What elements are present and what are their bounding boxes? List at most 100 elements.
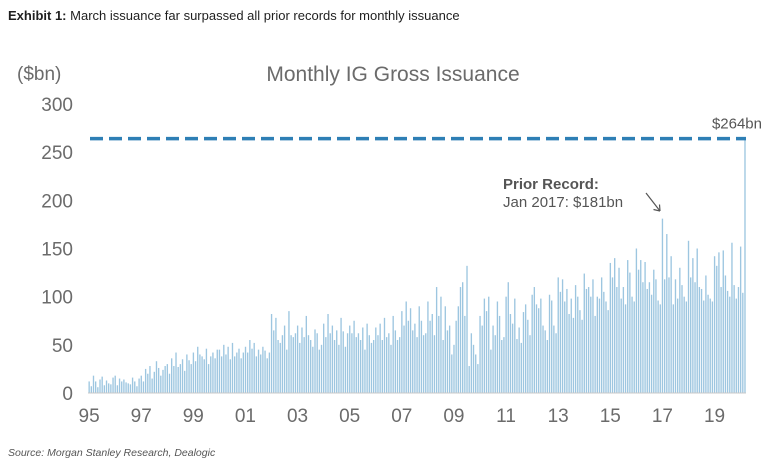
issuance-bar: [162, 369, 164, 393]
issuance-bar: [548, 294, 551, 393]
issuance-bar: [205, 348, 208, 393]
issuance-bar: [564, 301, 566, 393]
issuance-bar: [207, 364, 210, 393]
issuance-bar: [433, 335, 436, 393]
issuance-bar: [210, 356, 212, 393]
issuance-bar: [255, 356, 258, 393]
annotation-title: Prior Record:: [503, 176, 599, 193]
issuance-bar: [681, 285, 683, 393]
issuance-bar: [557, 277, 559, 393]
issuance-bar: [175, 352, 177, 393]
issuance-bar: [401, 311, 403, 393]
issuance-bar: [407, 320, 410, 393]
issuance-bar: [627, 260, 629, 393]
issuance-bar: [414, 323, 416, 393]
issuance-bar: [129, 384, 132, 393]
issuance-bar: [131, 377, 134, 393]
issuance-bar: [127, 383, 129, 393]
issuance-bar: [518, 327, 520, 393]
issuance-bar: [192, 352, 195, 393]
issuance-bar: [294, 333, 297, 393]
issuance-bar: [260, 354, 262, 393]
issuance-bar: [483, 298, 486, 393]
issuance-bar: [594, 315, 596, 393]
issuance-bar: [722, 250, 724, 393]
issuance-bar: [694, 282, 696, 393]
issuance-bar: [529, 335, 531, 393]
exhibit-caption: Exhibit 1: March issuance far surpassed …: [8, 8, 460, 23]
issuance-bar: [390, 344, 392, 393]
issuance-bar: [655, 279, 657, 393]
x-tick-label: 15: [600, 406, 621, 427]
issuance-bar: [488, 296, 490, 393]
issuance-bar: [496, 301, 499, 393]
issuance-bar: [94, 381, 97, 393]
issuance-bar: [592, 279, 594, 393]
issuance-bar: [236, 352, 238, 393]
issuance-bar: [299, 342, 301, 393]
issuance-bar: [392, 315, 394, 393]
issuance-bar: [498, 315, 501, 393]
issuance-bar: [281, 335, 284, 393]
issuance-bar: [123, 379, 125, 393]
issuance-bar: [399, 337, 401, 393]
y-tick-label: 50: [52, 336, 73, 357]
issuance-bar: [605, 301, 607, 393]
issuance-bar: [570, 298, 572, 393]
issuance-bar: [290, 335, 292, 393]
issuance-bar: [257, 349, 260, 393]
issuance-bar: [657, 300, 659, 393]
issuance-bar: [173, 366, 175, 393]
issuance-bar: [511, 323, 514, 393]
issuance-bar: [618, 267, 620, 393]
issuance-bar: [713, 256, 716, 393]
issuance-bar: [275, 317, 277, 393]
annotation-arrow: [645, 192, 661, 212]
issuance-bar: [105, 380, 108, 393]
issuance-bar: [579, 310, 581, 393]
issuance-bar: [314, 329, 316, 393]
issuance-bar: [726, 290, 729, 393]
issuance-bar: [481, 325, 483, 393]
issuance-bar: [427, 301, 429, 393]
issuance-bar: [305, 315, 307, 393]
issuance-bar: [112, 377, 114, 393]
y-tick-label: 200: [41, 191, 73, 212]
issuance-bar: [312, 346, 314, 393]
issuance-bar: [416, 337, 418, 393]
issuance-bar: [99, 379, 101, 393]
issuance-bar: [268, 352, 271, 393]
issuance-bar: [203, 359, 205, 393]
issuance-bar: [118, 378, 121, 393]
issuance-bar: [134, 381, 136, 393]
issuance-bar: [733, 285, 735, 393]
issuance-bar: [635, 248, 638, 393]
issuance-bar: [546, 340, 549, 393]
x-tick-label: 11: [496, 406, 516, 427]
issuance-bar: [624, 304, 627, 393]
issuance-bar: [381, 340, 383, 393]
issuance-bar: [698, 287, 701, 393]
issuance-bar: [323, 323, 325, 393]
issuance-bar: [533, 287, 536, 393]
x-tick-label: 13: [548, 406, 569, 427]
issuance-bar: [600, 277, 603, 393]
issuance-bar: [568, 314, 570, 393]
issuance-bar: [264, 350, 266, 393]
issuance-bar: [614, 258, 616, 393]
issuance-bar: [462, 282, 464, 393]
issuance-bar: [229, 359, 231, 393]
x-tick-label: 09: [443, 406, 464, 427]
issuance-bar: [340, 317, 342, 393]
issuance-bar: [466, 265, 468, 393]
issuance-bar: [164, 366, 166, 393]
issuance-bar: [676, 298, 679, 393]
issuance-bar: [620, 298, 622, 393]
issuance-bar: [503, 337, 505, 393]
issuance-bar: [679, 267, 681, 393]
issuance-bar: [240, 358, 242, 393]
issuance-bar: [251, 348, 253, 393]
issuance-bar: [188, 360, 190, 393]
x-tick-label: 19: [704, 406, 725, 427]
issuance-bar: [551, 300, 553, 393]
